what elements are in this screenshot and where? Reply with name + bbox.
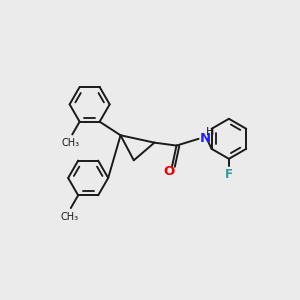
- Text: F: F: [225, 168, 233, 181]
- Text: CH₃: CH₃: [60, 212, 78, 222]
- Text: O: O: [163, 165, 174, 178]
- Text: CH₃: CH₃: [62, 138, 80, 148]
- Text: N: N: [200, 132, 211, 145]
- Text: H: H: [206, 127, 214, 137]
